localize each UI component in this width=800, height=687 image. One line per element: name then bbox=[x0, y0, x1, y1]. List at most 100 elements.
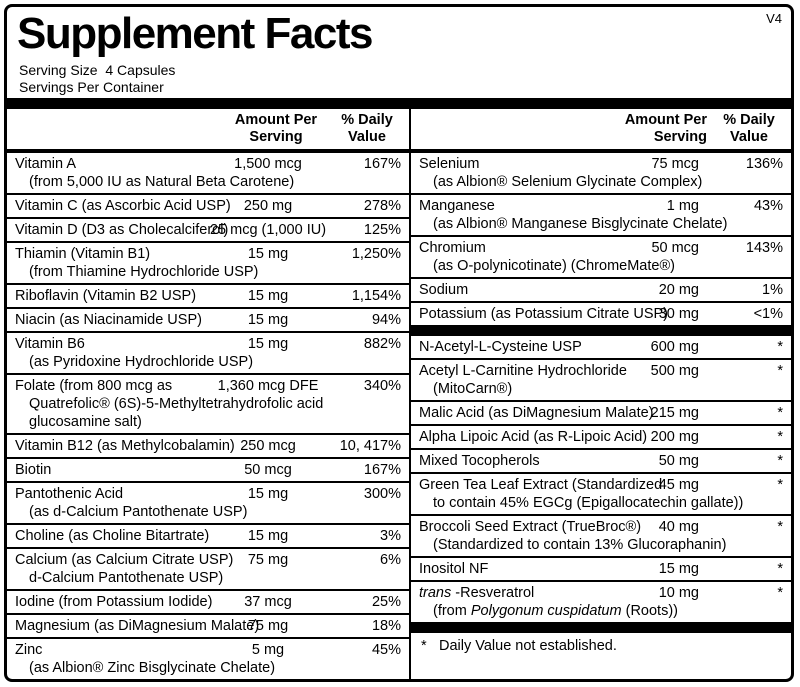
amount-value: 200 mg bbox=[650, 429, 699, 445]
nutrient-name: Iodine (from Potassium Iodide) bbox=[15, 593, 212, 611]
nutrient-subtext-part: (as Albion® Zinc Bisglycinate Chelate) bbox=[29, 660, 276, 676]
table-row: Zinc 5 mg 45% (as Albion® Zinc Bisglycinate… bbox=[7, 637, 409, 679]
serving-size: Serving Size 4 Capsules bbox=[19, 62, 176, 78]
nutrient-name-part: Vitamin A bbox=[15, 156, 76, 172]
row-main-line: Biotin 50 mcg 167% bbox=[15, 461, 401, 479]
nutrient-subtext: (as O-polynicotinate) (ChromeMate®) bbox=[419, 257, 783, 275]
row-main-line: Vitamin C (as Ascorbic Acid USP) 250 mg 27… bbox=[15, 197, 401, 215]
daily-value: 10, 417% bbox=[339, 438, 401, 454]
nutrient-subtext: to contain 45% EGCg (Epigallocatechin ga… bbox=[419, 494, 783, 512]
daily-value: <1% bbox=[753, 306, 783, 322]
nutrient-subtext: (from 5,000 IU as Natural Beta Carotene) bbox=[15, 173, 401, 191]
nutrient-name-part: Green Tea Leaf Extract (Standardized bbox=[419, 477, 663, 493]
nutrient-subtext-part: to contain 45% EGCg (Epigallocatechin ga… bbox=[433, 495, 744, 511]
nutrient-subtext-part: (as Albion® Selenium Glycinate Complex) bbox=[433, 174, 703, 190]
nutrient-name-part: Riboflavin (Vitamin B2 USP) bbox=[15, 288, 197, 304]
daily-value: 136% bbox=[745, 156, 783, 172]
amount-value: 250 mg bbox=[243, 198, 293, 214]
daily-value: * bbox=[777, 363, 783, 379]
row-main-line: Sodium 20 mg 1% bbox=[419, 281, 783, 299]
daily-value: 6% bbox=[380, 552, 401, 568]
row-main-line: Green Tea Leaf Extract (Standardized 45 m… bbox=[419, 476, 783, 494]
row-main-line: Vitamin B12 (as Methylcobalamin) 250 mcg 1… bbox=[15, 437, 401, 455]
row-main-line: Potassium (as Potassium Citrate USP) 30 m… bbox=[419, 305, 783, 323]
amount-value: 15 mg bbox=[247, 288, 289, 304]
nutrient-name: Thiamin (Vitamin B1) bbox=[15, 245, 150, 263]
amount-value: 15 mg bbox=[247, 336, 289, 352]
nutrient-name: Selenium bbox=[419, 155, 479, 173]
dv-header-line1: % Daily bbox=[723, 112, 775, 128]
amount-value: 40 mg bbox=[658, 519, 699, 535]
nutrient-name-part: Calcium (as Calcium Citrate USP) bbox=[15, 552, 234, 568]
daily-value: 167% bbox=[363, 462, 401, 478]
row-main-line: Iodine (from Potassium Iodide) 37 mcg 25% bbox=[15, 593, 401, 611]
table-row: Iodine (from Potassium Iodide) 37 mcg 25% bbox=[7, 589, 409, 613]
row-main-line: Manganese 1 mg 43% bbox=[419, 197, 783, 215]
right-column: Selenium 75 mcg 136% (as Albion® Selenium G… bbox=[411, 153, 791, 679]
nutrient-subtext: (from Polygonum cuspidatum (Roots)) bbox=[419, 602, 783, 620]
nutrient-subtext-part: (as Albion® Manganese Bisglycinate Chela… bbox=[433, 216, 728, 232]
row-main-line: Selenium 75 mcg 136% bbox=[419, 155, 783, 173]
nutrient-name-part: Malic Acid (as DiMagnesium Malate) bbox=[419, 405, 654, 421]
version-tag: V4 bbox=[766, 11, 782, 26]
nutrient-name: Alpha Lipoic Acid (as R-Lipoic Acid) bbox=[419, 428, 647, 446]
nutrient-name-part: Inositol NF bbox=[419, 561, 489, 577]
amount-value: 37 mcg bbox=[244, 594, 292, 610]
row-main-line: Chromium 50 mcg 143% bbox=[419, 239, 783, 257]
nutrient-name: Calcium (as Calcium Citrate USP) bbox=[15, 551, 233, 569]
nutrient-name: Vitamin D (D3 as Cholecalciferol) bbox=[15, 221, 228, 239]
amount-value: 15 mg bbox=[247, 246, 289, 262]
left-column: Vitamin A 1,500 mcg 167% (from 5,000 IU as … bbox=[7, 153, 411, 679]
nutrient-name-part: Vitamin D (D3 as Cholecalciferol) bbox=[15, 222, 229, 238]
daily-value: 300% bbox=[363, 486, 401, 502]
nutrient-name: Choline (as Choline Bitartrate) bbox=[15, 527, 209, 545]
row-main-line: N-Acetyl-L-Cysteine USP 600 mg * bbox=[419, 338, 783, 356]
table-row: Niacin (as Niacinamide USP) 15 mg 94% bbox=[7, 307, 409, 331]
table-row: Selenium 75 mcg 136% (as Albion® Selenium G… bbox=[411, 153, 791, 193]
daily-value: * bbox=[777, 339, 783, 355]
nutrient-name-part: Vitamin B6 bbox=[15, 336, 85, 352]
nutrient-name: Malic Acid (as DiMagnesium Malate) bbox=[419, 404, 654, 422]
amount-value: 50 mg bbox=[658, 453, 699, 469]
column-header-left: Amount Per Serving % Daily Value bbox=[7, 109, 411, 149]
daily-value: 167% bbox=[363, 156, 401, 172]
nutrient-subtext: (MitoCarn®) bbox=[419, 380, 783, 398]
nutrient-name: Green Tea Leaf Extract (Standardized bbox=[419, 476, 662, 494]
nutrient-name: Folate (from 800 mcg as bbox=[15, 377, 172, 395]
header-divider-bar bbox=[7, 98, 791, 109]
table-row: Vitamin A 1,500 mcg 167% (from 5,000 IU as … bbox=[7, 153, 409, 193]
section-divider-bar bbox=[411, 622, 791, 633]
amount-header-line2: Serving bbox=[653, 129, 707, 145]
daily-value: * bbox=[777, 405, 783, 421]
row-main-line: Folate (from 800 mcg as 1,360 mcg DFE 340% bbox=[15, 377, 401, 395]
daily-value: * bbox=[777, 519, 783, 535]
nutrient-name-part: -Resveratrol bbox=[451, 585, 535, 601]
amount-per-serving-header: Amount Per Serving bbox=[547, 112, 707, 146]
table-row: Chromium 50 mcg 143% (as O-polynicotinate) … bbox=[411, 235, 791, 277]
nutrient-subtext: (as Albion® Manganese Bisglycinate Chela… bbox=[419, 215, 783, 233]
table-row: Calcium (as Calcium Citrate USP) 75 mg 6% d… bbox=[7, 547, 409, 589]
daily-value-header: % Daily Value bbox=[709, 112, 789, 146]
amount-value: 50 mcg bbox=[244, 462, 292, 478]
amount-value: 250 mcg bbox=[240, 438, 296, 454]
amount-value: 45 mg bbox=[658, 477, 699, 493]
table-row: Manganese 1 mg 43% (as Albion® Manganese Bi… bbox=[411, 193, 791, 235]
section-divider-bar bbox=[411, 325, 791, 336]
nutrient-name: Vitamin A bbox=[15, 155, 76, 173]
amount-value: 15 mg bbox=[247, 312, 289, 328]
daily-value: 45% bbox=[371, 642, 401, 658]
row-main-line: Alpha Lipoic Acid (as R-Lipoic Acid) 200 … bbox=[419, 428, 783, 446]
nutrient-name-part: Acetyl L-Carnitine Hydrochloride bbox=[419, 363, 627, 379]
nutrient-name-part: Chromium bbox=[419, 240, 486, 256]
nutrient-subtext-part: (as O-polynicotinate) (ChromeMate®) bbox=[433, 258, 675, 274]
table-row: Alpha Lipoic Acid (as R-Lipoic Acid) 200 … bbox=[411, 424, 791, 448]
amount-value: 15 mg bbox=[247, 528, 289, 544]
nutrient-subtext: Quatrefolic® (6S)-5-Methyltetrahydrofoli… bbox=[15, 395, 401, 431]
table-row: Malic Acid (as DiMagnesium Malate) 215 mg… bbox=[411, 400, 791, 424]
nutrient-name: Chromium bbox=[419, 239, 486, 257]
row-main-line: Magnesium (as DiMagnesium Malate) 75 mg 18… bbox=[15, 617, 401, 635]
nutrient-subtext-part: d-Calcium Pantothenate USP) bbox=[29, 570, 224, 586]
daily-value: 882% bbox=[363, 336, 401, 352]
table-row: Inositol NF 15 mg * bbox=[411, 556, 791, 580]
amount-value: 15 mg bbox=[247, 486, 289, 502]
